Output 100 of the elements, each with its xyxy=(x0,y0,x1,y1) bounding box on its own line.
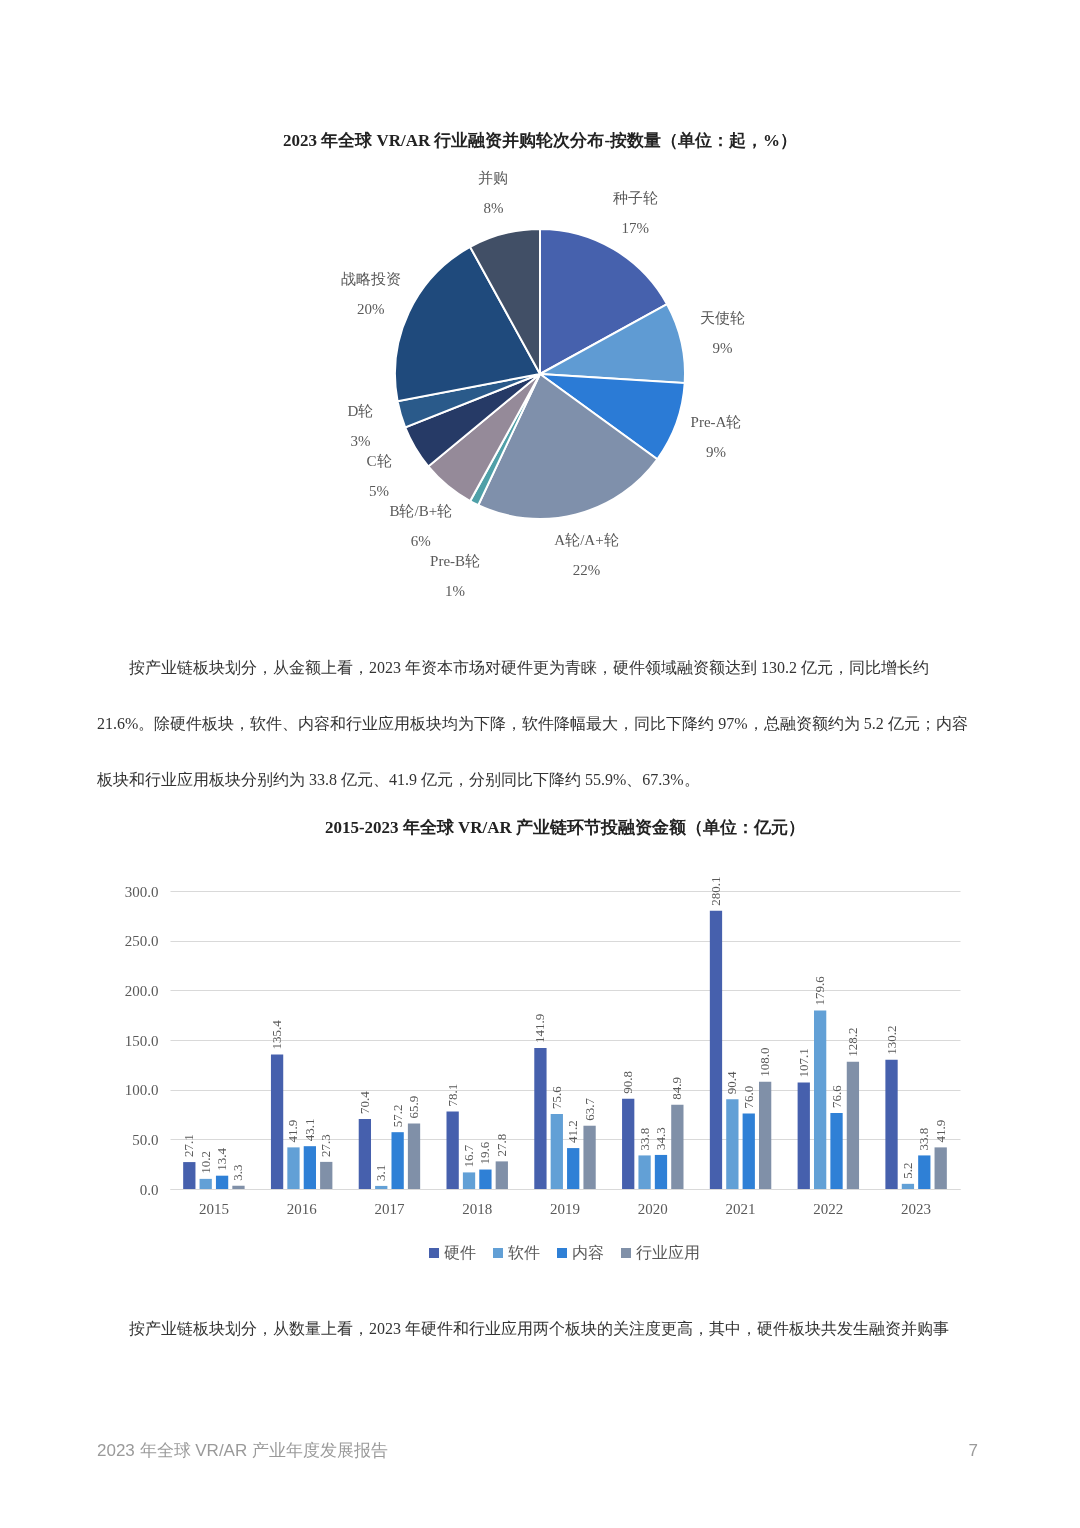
slice-label: 种子轮 xyxy=(612,190,658,207)
data-label: 41.9 xyxy=(285,1119,301,1143)
legend-label: 软件 xyxy=(508,1244,540,1261)
data-label: 84.9 xyxy=(669,1076,685,1100)
data-label: 141.9 xyxy=(532,1013,548,1044)
data-label: 90.4 xyxy=(724,1070,740,1095)
data-label: 75.6 xyxy=(548,1085,564,1109)
data-label: 78.1 xyxy=(444,1083,460,1107)
bar xyxy=(287,1147,300,1189)
data-label: 57.2 xyxy=(389,1104,405,1128)
x-tick-label: 2022 xyxy=(813,1200,844,1217)
data-label: 19.6 xyxy=(477,1141,493,1165)
bar xyxy=(622,1098,635,1189)
bar xyxy=(199,1178,212,1189)
data-label: 22% xyxy=(572,562,601,579)
x-tick-label: 2015 xyxy=(198,1200,229,1217)
data-label: 65.9 xyxy=(406,1095,422,1119)
data-label: 107.1 xyxy=(795,1048,811,1078)
data-label: 13.4 xyxy=(214,1147,230,1171)
bar xyxy=(567,1148,580,1189)
x-tick-label: 2019 xyxy=(550,1200,580,1217)
bar xyxy=(270,1054,284,1189)
slice-label: 并购 xyxy=(478,169,509,186)
bar xyxy=(407,1123,421,1189)
x-tick-label: 2020 xyxy=(637,1200,668,1217)
chart-title: 2015-2023 年全球 VR/AR 产业链环节投融资金额（单位：亿元） xyxy=(324,817,806,837)
data-label: 34.3 xyxy=(652,1127,668,1150)
data-label: 179.6 xyxy=(812,975,828,1006)
data-label: 1% xyxy=(445,583,466,600)
data-label: 63.7 xyxy=(581,1097,597,1121)
bar xyxy=(654,1154,668,1189)
data-label: 6% xyxy=(410,533,431,550)
slice-label: A轮/A+轮 xyxy=(554,532,619,549)
text: 7 xyxy=(968,1441,978,1460)
bar xyxy=(830,1112,843,1189)
data-label: 27.1 xyxy=(181,1134,197,1158)
bar xyxy=(375,1185,388,1189)
bar xyxy=(814,1010,827,1189)
data-label: 20% xyxy=(357,301,385,318)
legend-label: 行业应用 xyxy=(636,1244,700,1261)
x-tick-label: 2018 xyxy=(462,1200,493,1217)
y-tick-label: 250.0 xyxy=(124,933,159,950)
data-label: 9% xyxy=(705,444,726,461)
bar xyxy=(183,1162,196,1189)
chart-title: 2023 年全球 VR/AR 行业融资并购轮次分布-按数量（单位：起，%） xyxy=(282,131,798,150)
bar xyxy=(358,1119,372,1189)
data-label: 41.9 xyxy=(932,1119,948,1143)
y-tick-label: 300.0 xyxy=(124,883,159,900)
data-label: 5% xyxy=(369,483,390,500)
data-label: 128.2 xyxy=(844,1027,860,1057)
data-label: 10.2 xyxy=(197,1151,213,1174)
data-label: 108.0 xyxy=(757,1047,773,1077)
bar xyxy=(495,1161,508,1189)
slice-label: 战略投资 xyxy=(340,271,401,288)
slice-label: D轮 xyxy=(347,403,374,420)
bar xyxy=(638,1155,651,1189)
legend-label: 硬件 xyxy=(444,1244,476,1261)
bar xyxy=(462,1172,476,1189)
y-tick-label: 100.0 xyxy=(124,1082,159,1099)
bar xyxy=(215,1175,229,1189)
bar xyxy=(901,1183,915,1189)
data-label: 27.8 xyxy=(493,1133,509,1157)
slice-label: 天使轮 xyxy=(700,310,745,327)
data-label: 17% xyxy=(621,220,649,237)
bar xyxy=(885,1059,898,1189)
bar xyxy=(671,1104,684,1189)
data-label: 130.2 xyxy=(883,1025,899,1055)
bar xyxy=(846,1061,860,1189)
slice-label: Pre-B轮 xyxy=(430,553,481,570)
x-tick-label: 2023 xyxy=(901,1200,932,1217)
x-tick-label: 2017 xyxy=(374,1200,405,1217)
data-label: 3.1 xyxy=(373,1164,389,1181)
bar xyxy=(303,1146,316,1189)
bar xyxy=(758,1081,772,1189)
x-tick-label: 2021 xyxy=(725,1200,756,1217)
data-label: 76.6 xyxy=(828,1084,844,1108)
data-label: 43.1 xyxy=(301,1118,317,1142)
text: 按产业链板块划分，从金额上看，2023 年资本市场对硬件更为青睐，硬件领域融资额达到 130.2 亿元，同比增长约21.6%。除硬件板块，软件、内容和行业应用板块均为下降，软件降幅最大，同比下降约 97%，总融资额约为 5.2 亿元；内容板块和行业应用板块分别约为 33.8 亿元、41.9 亿元，分别同比下降约 55.9%、67.3%。 xyxy=(97,659,968,788)
text: 按产业链板块划分，从数量上看，2023 年硬件和行业应用两个板块的关注度更高，其中，硬件板块共发生融资并购事 xyxy=(129,1320,949,1337)
data-label: 9% xyxy=(712,340,733,357)
data-label: 5.2 xyxy=(899,1162,915,1179)
data-label: 3% xyxy=(350,433,371,450)
data-label: 33.8 xyxy=(636,1127,652,1151)
bar xyxy=(534,1048,547,1189)
bar xyxy=(918,1155,931,1189)
y-tick-label: 0.0 xyxy=(139,1181,159,1198)
data-label: 27.3 xyxy=(318,1134,334,1157)
y-tick-label: 50.0 xyxy=(132,1131,159,1148)
bar xyxy=(232,1185,245,1189)
x-tick-label: 2016 xyxy=(286,1200,318,1217)
data-label: 3.3 xyxy=(230,1164,246,1181)
bar xyxy=(320,1161,333,1189)
bar xyxy=(550,1113,563,1189)
slice-label: C轮 xyxy=(366,453,392,470)
data-label: 90.8 xyxy=(620,1071,636,1094)
bar xyxy=(583,1125,596,1189)
bar xyxy=(446,1111,459,1189)
y-tick-label: 200.0 xyxy=(124,982,159,999)
slice-label: Pre-A轮 xyxy=(690,414,742,431)
bar xyxy=(934,1147,947,1189)
